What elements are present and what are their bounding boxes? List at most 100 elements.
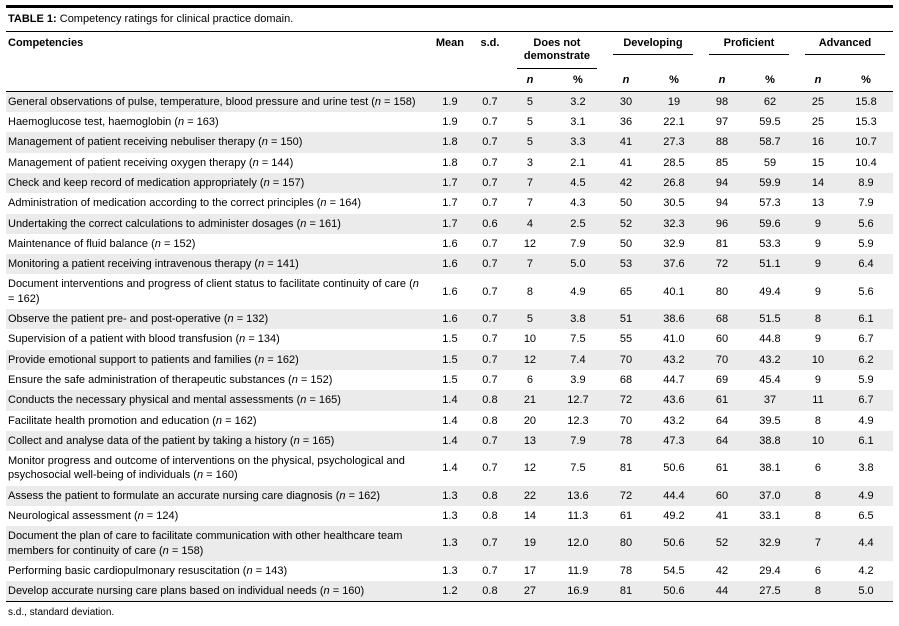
value-cell: 8 (814, 585, 822, 598)
table-row: Management of patient receiving nebulise… (6, 132, 893, 153)
value-cell: 78 (619, 434, 633, 447)
value-cell: 14 (523, 509, 537, 522)
value-cell: 7.4 (570, 353, 586, 366)
value-cell: 88 (715, 136, 729, 149)
competency-cell: Ensure the safe administration of therap… (8, 373, 333, 386)
value-cell: 58.7 (759, 136, 781, 149)
value-cell: 62 (763, 95, 777, 108)
value-cell: 81 (715, 237, 729, 250)
value-cell: 4.5 (570, 176, 586, 189)
competency-cell: Assess the patient to formulate an accur… (8, 489, 381, 502)
value-cell: 8 (814, 414, 822, 427)
mean-cell: 1.6 (442, 285, 458, 298)
sd-cell: 0.7 (482, 116, 498, 129)
value-cell: 10 (811, 353, 825, 366)
mean-cell: 1.7 (442, 176, 458, 189)
value-cell: 12.7 (567, 394, 589, 407)
mean-cell: 1.9 (442, 95, 458, 108)
value-cell: 3.3 (570, 136, 586, 149)
competency-cell: Provide emotional support to patients an… (8, 353, 299, 366)
value-cell: 80 (715, 285, 729, 298)
value-cell: 36 (619, 116, 633, 129)
table-row: Neurological assessment (n = 124) 1.3 0.8 1… (6, 506, 893, 526)
value-cell: 55 (619, 333, 633, 346)
value-cell: 5 (526, 116, 533, 129)
group-label: Does not demonstrate (516, 37, 597, 69)
value-cell: 41 (715, 509, 729, 522)
value-cell: 29.4 (759, 564, 781, 577)
group-header-does-not-demonstrate: Does not demonstrate (509, 32, 605, 70)
value-cell: 5.0 (858, 585, 874, 598)
table-row: Administration of medication according t… (6, 193, 893, 213)
mean-cell: 1.3 (442, 489, 458, 502)
value-cell: 45.4 (759, 373, 781, 386)
table-row: Facilitate health promotion and educatio… (6, 411, 893, 431)
value-cell: 4.9 (858, 414, 874, 427)
subheader-n: n (526, 73, 534, 86)
value-cell: 69 (715, 373, 729, 386)
group-header-advanced: Advanced (797, 32, 893, 70)
value-cell: 4.4 (858, 537, 874, 550)
value-cell: 54.5 (663, 564, 685, 577)
sd-cell: 0.7 (482, 462, 498, 475)
value-cell: 2.1 (570, 156, 586, 169)
competency-cell: Management of patient receiving nebulise… (8, 136, 303, 149)
value-cell: 60 (715, 489, 729, 502)
value-cell: 44.7 (663, 373, 685, 386)
value-cell: 44 (715, 585, 729, 598)
value-cell: 10 (811, 434, 825, 447)
value-cell: 97 (715, 116, 729, 129)
value-cell: 40.1 (663, 285, 685, 298)
mean-cell: 1.2 (442, 585, 458, 598)
mean-cell: 1.6 (442, 313, 458, 326)
value-cell: 43.6 (663, 394, 685, 407)
value-cell: 27.5 (759, 585, 781, 598)
value-cell: 51.1 (759, 258, 781, 271)
value-cell: 6 (814, 564, 822, 577)
value-cell: 37.6 (663, 258, 685, 271)
table-row: Ensure the safe administration of therap… (6, 370, 893, 390)
value-cell: 42 (619, 176, 633, 189)
mean-cell: 1.5 (442, 373, 458, 386)
value-cell: 61 (715, 462, 729, 475)
value-cell: 98 (715, 95, 729, 108)
value-cell: 64 (715, 434, 729, 447)
value-cell: 9 (814, 217, 822, 230)
value-cell: 7.9 (570, 237, 586, 250)
sd-cell: 0.7 (482, 197, 498, 210)
header-row-sub: n % n % n % n % (6, 71, 893, 92)
competency-table: Competencies Mean s.d. Does not demonstr… (6, 32, 893, 602)
value-cell: 13.6 (567, 489, 589, 502)
value-cell: 10.7 (855, 136, 877, 149)
value-cell: 53 (619, 258, 633, 271)
sd-cell: 0.6 (482, 217, 498, 230)
value-cell: 53.3 (759, 237, 781, 250)
sd-cell: 0.7 (482, 156, 498, 169)
sd-cell: 0.7 (482, 353, 498, 366)
value-cell: 5 (526, 313, 533, 326)
table-body: General observations of pulse, temperatu… (6, 91, 893, 602)
value-cell: 11.3 (567, 509, 589, 522)
header-row-groups: Competencies Mean s.d. Does not demonstr… (6, 32, 893, 70)
table-label: TABLE 1: (8, 13, 57, 25)
value-cell: 19 (667, 95, 681, 108)
value-cell: 7.5 (570, 462, 586, 475)
value-cell: 19 (523, 537, 537, 550)
mean-cell: 1.5 (442, 353, 458, 366)
value-cell: 32.9 (759, 537, 781, 550)
competency-cell: Facilitate health promotion and educatio… (8, 414, 257, 427)
value-cell: 13 (523, 434, 537, 447)
group-label: Developing (612, 37, 693, 56)
value-cell: 38.1 (759, 462, 781, 475)
table-row: Collect and analyse data of the patient … (6, 430, 893, 452)
value-cell: 7 (526, 258, 533, 271)
value-cell: 33.1 (759, 509, 781, 522)
value-cell: 12 (523, 237, 537, 250)
table-caption: Competency ratings for clinical practice… (59, 13, 294, 25)
value-cell: 6.7 (858, 333, 874, 346)
value-cell: 4.3 (570, 197, 586, 210)
value-cell: 96 (715, 217, 729, 230)
table-header: Competencies Mean s.d. Does not demonstr… (6, 32, 893, 92)
value-cell: 70 (619, 353, 633, 366)
